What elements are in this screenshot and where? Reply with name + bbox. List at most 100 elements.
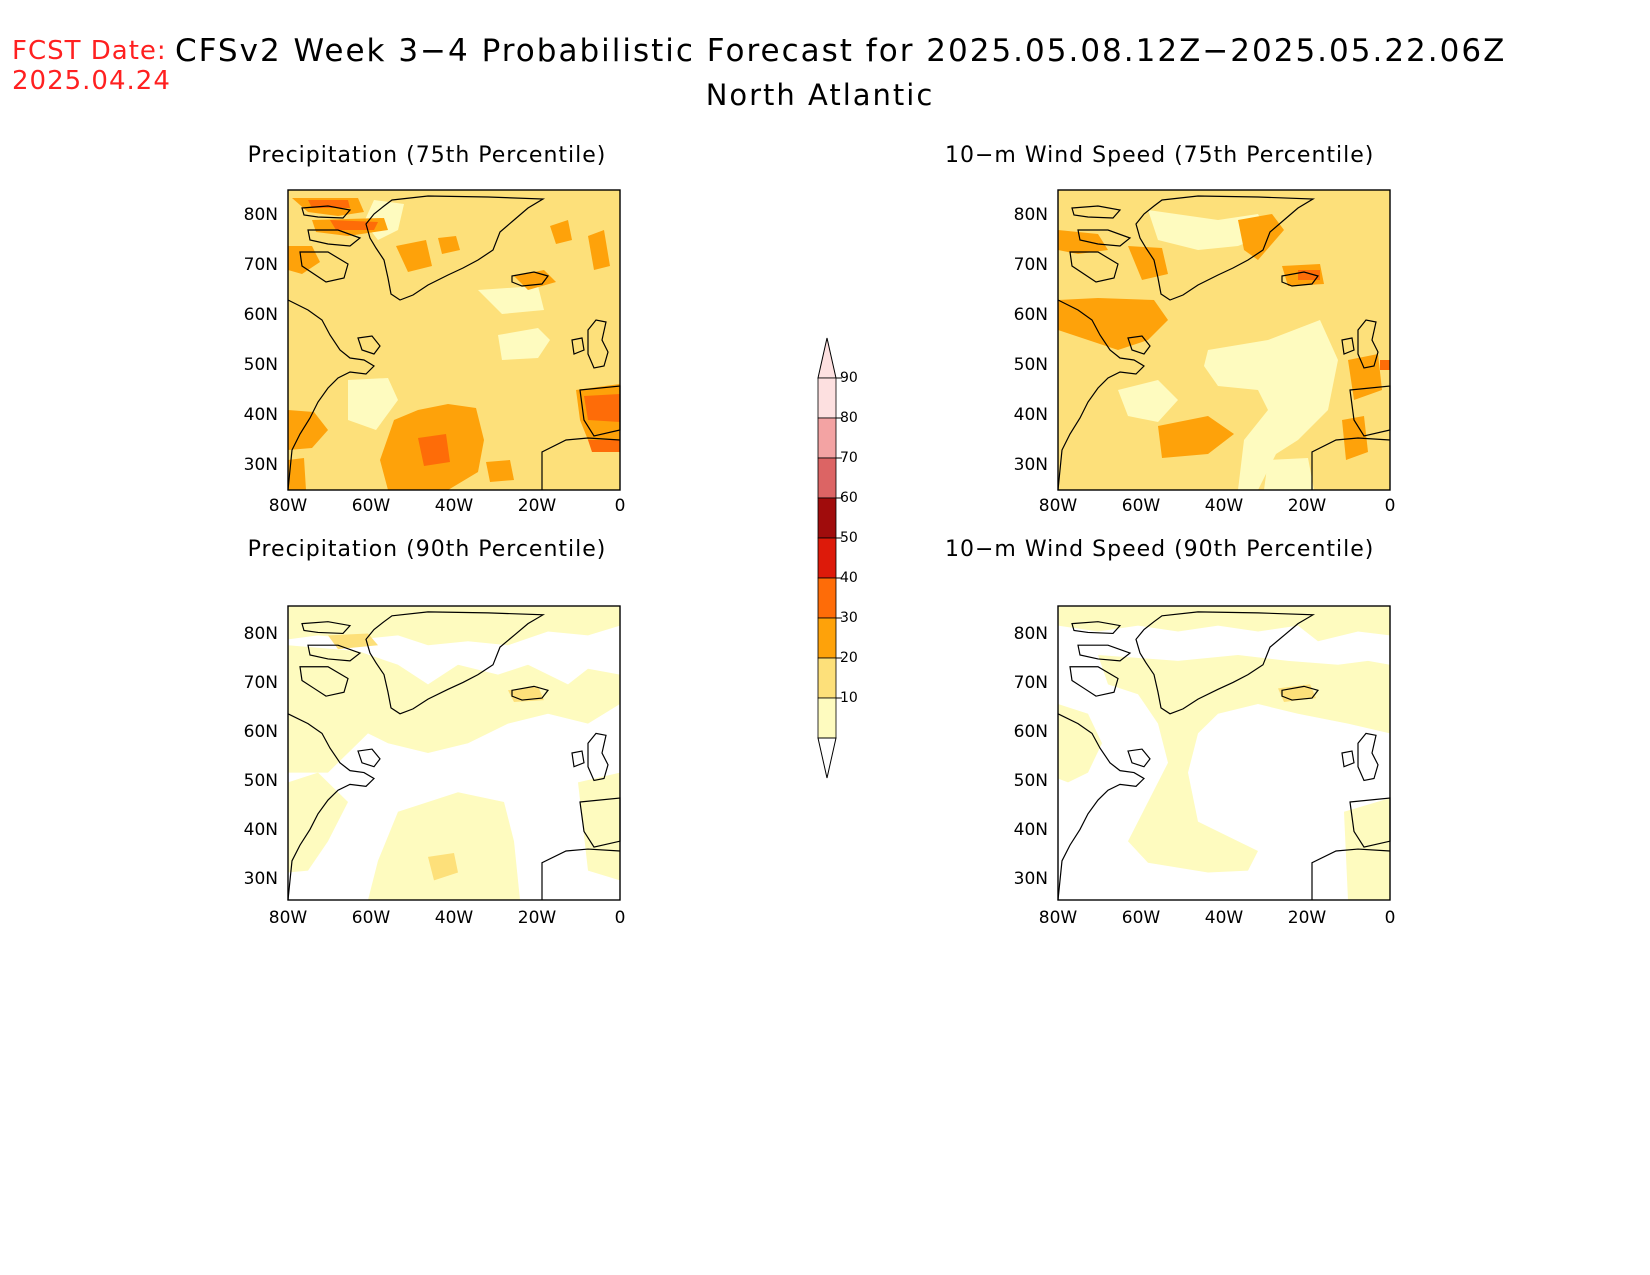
- coastline-na-east: [287, 713, 375, 901]
- coastline-africa: [1311, 437, 1391, 490]
- patch-orange: [288, 458, 306, 490]
- coastline-africa: [541, 848, 621, 900]
- patch-dark: [584, 394, 620, 422]
- patch-dark: [308, 200, 350, 208]
- coastline-8: [1349, 797, 1391, 848]
- patch-orange: [1058, 230, 1108, 254]
- coastline-1: [1071, 205, 1122, 219]
- colorbar-swatch-6: [817, 617, 837, 659]
- coastline-5: [1127, 748, 1151, 768]
- coastline-africa: [1311, 848, 1391, 900]
- map-frame: [1057, 189, 1391, 491]
- patch-dark: [418, 434, 450, 466]
- patch-light: [478, 286, 544, 314]
- patch-orange: [438, 236, 460, 254]
- patch-dark: [1380, 360, 1390, 370]
- patch-light: [368, 792, 520, 900]
- coastline-4: [1281, 685, 1320, 701]
- coastline-na-east: [1057, 299, 1145, 491]
- coastline-5: [357, 335, 381, 355]
- fcst-date-value: 2025.04.24: [12, 66, 171, 96]
- patch-light: [288, 606, 620, 646]
- colorbar: [817, 337, 842, 779]
- colorbar-swatch-1: [817, 417, 837, 459]
- panel-title-precip-75: Precipitation (75th Percentile): [247, 143, 607, 168]
- coastline-3: [299, 666, 349, 697]
- patch-light: [498, 328, 550, 360]
- patch-light: [1098, 655, 1390, 873]
- coastline-africa: [541, 437, 621, 490]
- colorbar-swatch-4: [817, 537, 837, 579]
- patch-dark: [588, 440, 620, 452]
- patch-orange: [396, 240, 432, 272]
- coastline-7: [571, 337, 585, 355]
- panel-title-wind-75: 10−m Wind Speed (75th Percentile): [945, 143, 1375, 168]
- coastline-na-east: [1057, 713, 1145, 901]
- coastline-2: [307, 644, 362, 662]
- patch-light: [1264, 458, 1314, 490]
- coastline-6: [587, 319, 609, 369]
- patch-light: [1118, 380, 1178, 422]
- coastline-0: [365, 611, 546, 715]
- patch-mid: [328, 633, 378, 650]
- patch-orange: [1058, 298, 1168, 350]
- coastline-6: [587, 732, 609, 782]
- coastline-7: [1341, 750, 1355, 768]
- field-patches: [288, 198, 620, 490]
- patch-dark: [330, 220, 378, 230]
- colorbar-swatch-7: [817, 657, 837, 699]
- coastline-3: [1069, 666, 1119, 697]
- field-patches: [288, 606, 620, 900]
- coastline-8: [579, 797, 621, 848]
- colorbar-swatch-2: [817, 457, 837, 499]
- colorbar-swatch-8: [817, 697, 837, 739]
- patch-orange: [1238, 214, 1284, 260]
- map-frame: [287, 605, 621, 901]
- coastline-4: [1281, 271, 1320, 287]
- coastline-na-east: [287, 299, 375, 491]
- colorbar-swatch-5: [817, 577, 837, 619]
- coastline-6: [1357, 732, 1379, 782]
- map-frame: [1057, 605, 1391, 901]
- panel-title-wind-90: 10−m Wind Speed (90th Percentile): [945, 537, 1375, 562]
- field-patches: [1058, 210, 1390, 490]
- patch-orange: [1158, 416, 1234, 458]
- fcst-date-label: FCST Date:: [12, 36, 167, 66]
- colorbar-swatch-0: [817, 377, 837, 419]
- coastlines-precip-90: [287, 611, 621, 901]
- coastline-4: [511, 685, 550, 701]
- patch-orange: [1128, 246, 1168, 280]
- map-precip-90: [287, 605, 621, 901]
- coastline-1: [301, 205, 352, 219]
- coastline-3: [1069, 251, 1119, 283]
- coastline-4: [511, 271, 550, 287]
- patch-light: [1204, 320, 1338, 490]
- region-subtitle: North Atlantic: [705, 78, 935, 112]
- colorbar-bottom-arrow: [817, 737, 837, 779]
- colorbar-swatch-3: [817, 497, 837, 539]
- coastline-0: [1135, 611, 1316, 715]
- patch-light: [1058, 704, 1102, 783]
- patch-mid: [428, 852, 458, 881]
- coastline-3: [299, 251, 349, 283]
- coastline-6: [1357, 319, 1379, 369]
- coastline-0: [1135, 195, 1316, 301]
- map-wind-75: [1057, 189, 1391, 491]
- coastline-5: [357, 748, 381, 768]
- coastlines-precip-75: [287, 195, 621, 491]
- colorbar-top-arrow: [817, 337, 837, 379]
- patch-light: [288, 645, 620, 773]
- figure-title: CFSv2 Week 3−4 Probabilistic Forecast fo…: [175, 33, 1507, 69]
- fcst-date: FCST Date: 2025.04.24: [12, 36, 171, 96]
- patch-orange: [288, 410, 328, 450]
- coastline-8: [1349, 385, 1391, 437]
- coastline-0: [365, 195, 546, 301]
- patch-orange: [486, 460, 514, 482]
- patch-orange: [288, 246, 320, 274]
- coastlines-wind-75: [1057, 195, 1391, 491]
- map-wind-90: [1057, 605, 1391, 901]
- patch-orange: [550, 220, 572, 244]
- map-frame: [287, 189, 621, 491]
- coastlines-wind-90: [1057, 611, 1391, 901]
- coastline-1: [301, 621, 352, 635]
